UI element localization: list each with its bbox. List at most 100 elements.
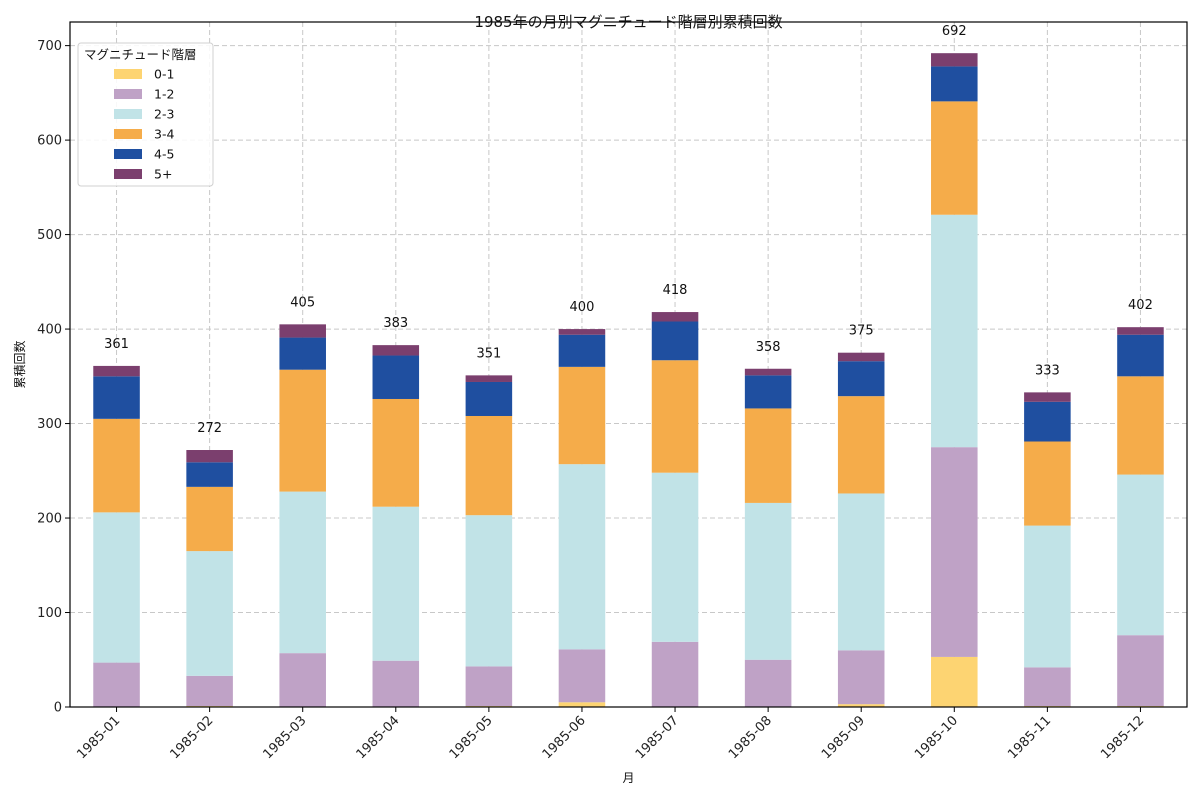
bar-stack-1985-09	[837, 352, 885, 707]
legend-swatch-1-2	[114, 89, 142, 99]
legend-label: 4-5	[154, 147, 174, 162]
bar-segment-3-4	[931, 101, 978, 215]
total-label: 333	[1035, 363, 1060, 378]
legend-swatch-0-1	[114, 69, 142, 79]
bar-stack-1985-07	[651, 312, 699, 707]
bar-segment-4-5	[465, 381, 513, 416]
total-label: 692	[942, 24, 967, 39]
bar-segment-4-5	[651, 321, 699, 361]
y-tick-label: 200	[37, 512, 62, 527]
bar-segment-1-2	[744, 659, 792, 707]
bar-segment-4-5	[186, 462, 233, 487]
bar-stack-1985-10	[931, 53, 978, 707]
bar-segment-5+	[837, 352, 885, 362]
legend-label: 5+	[154, 167, 172, 182]
bar-segment-4-5	[279, 337, 326, 370]
y-tick-label: 300	[37, 417, 62, 432]
bar-segment-3-4	[279, 369, 326, 492]
bar-stack-1985-12	[1117, 327, 1164, 707]
bar-segment-0-1	[837, 704, 885, 707]
bar-segment-1-2	[558, 649, 606, 703]
bar-segment-1-2	[465, 666, 513, 707]
bar-segment-5+	[465, 375, 513, 382]
bar-segment-1-2	[1024, 667, 1071, 707]
total-label: 375	[849, 324, 874, 339]
legend-swatch-5+	[114, 169, 142, 179]
bar-segment-0-1	[931, 656, 978, 707]
bar-segment-5+	[931, 53, 978, 67]
y-tick-label: 600	[37, 134, 62, 149]
plot-frame	[69, 21, 1188, 708]
bar-stack-1985-04	[372, 345, 420, 707]
bar-segment-5+	[1024, 392, 1071, 402]
bar-segment-5+	[279, 324, 326, 338]
bar-segment-2-3	[744, 502, 792, 660]
legend-label: 3-4	[154, 127, 174, 142]
bar-segment-1-2	[372, 660, 420, 707]
bar-stack-1985-03	[279, 324, 326, 707]
y-tick-label: 100	[37, 606, 62, 621]
bar-segment-3-4	[651, 360, 699, 473]
bar-segment-3-4	[744, 408, 792, 503]
y-tick-label: 400	[37, 323, 62, 338]
bar-segment-3-4	[1024, 441, 1071, 526]
total-label: 358	[756, 340, 781, 355]
bar-segment-5+	[93, 365, 140, 377]
legend-swatch-4-5	[114, 149, 142, 159]
bar-stack-1985-06	[558, 329, 606, 707]
bar-segment-1-2	[1117, 635, 1164, 707]
total-label: 361	[104, 337, 129, 352]
bar-segment-4-5	[837, 361, 885, 397]
total-label: 383	[383, 316, 408, 331]
bar-stack-1985-01	[93, 365, 140, 707]
bar-segment-4-5	[931, 66, 978, 102]
bar-segment-2-3	[558, 464, 606, 650]
x-axis-label: 月	[622, 771, 634, 785]
legend-label: 1-2	[154, 87, 174, 102]
legend-swatch-2-3	[114, 109, 142, 119]
bar-segment-4-5	[1024, 401, 1071, 442]
legend-label: 0-1	[154, 67, 174, 82]
chart-title: 1985年の月別マグニチュード階層別累積回数	[474, 13, 782, 31]
total-labels: 361 272 405 383 351 400 418 358 375 692 333 402	[104, 24, 1153, 436]
legend-box	[77, 42, 214, 187]
y-tick-label: 0	[54, 701, 62, 716]
bar-stack-1985-02	[186, 450, 233, 707]
bar-segment-3-4	[465, 415, 513, 516]
bar-stack-1985-08	[744, 368, 792, 707]
bar-stack-1985-11	[1024, 392, 1071, 707]
legend-swatch-3-4	[114, 129, 142, 139]
y-axis-label: 累積回数	[12, 340, 27, 388]
y-axis: 0 100 200 300 400 500 600 700	[37, 39, 70, 716]
bar-segment-5+	[651, 312, 699, 322]
bar-segment-4-5	[372, 355, 420, 399]
total-label: 402	[1128, 298, 1153, 313]
bar-segment-2-3	[837, 493, 885, 651]
bar-segment-1-2	[931, 447, 978, 657]
bar-segment-5+	[372, 345, 420, 356]
bar-segment-4-5	[93, 376, 140, 419]
bar-segment-3-4	[93, 418, 140, 513]
bar-segment-2-3	[93, 512, 140, 663]
bar-segment-2-3	[931, 214, 978, 448]
bars	[93, 53, 1164, 707]
bar-stack-1985-05	[465, 375, 513, 707]
bar-segment-5+	[744, 368, 792, 376]
bar-segment-5+	[186, 450, 233, 463]
bar-segment-2-3	[1024, 525, 1071, 668]
bar-segment-3-4	[1117, 376, 1164, 475]
bar-segment-3-4	[186, 486, 233, 552]
total-label: 351	[476, 346, 501, 361]
bar-segment-1-2	[93, 662, 140, 707]
bar-segment-2-3	[1117, 474, 1164, 636]
y-tick-label: 700	[37, 39, 62, 54]
bar-segment-5+	[1117, 327, 1164, 335]
bar-segment-3-4	[558, 366, 606, 465]
legend: マグニチュード階層 0-1 1-2 2-3 3-4 4-5 5+	[77, 42, 214, 187]
bar-segment-2-3	[279, 491, 326, 654]
bar-segment-4-5	[558, 334, 606, 367]
bar-segment-0-1	[558, 702, 606, 707]
total-label: 405	[290, 295, 315, 310]
y-tick-label: 500	[37, 228, 62, 243]
